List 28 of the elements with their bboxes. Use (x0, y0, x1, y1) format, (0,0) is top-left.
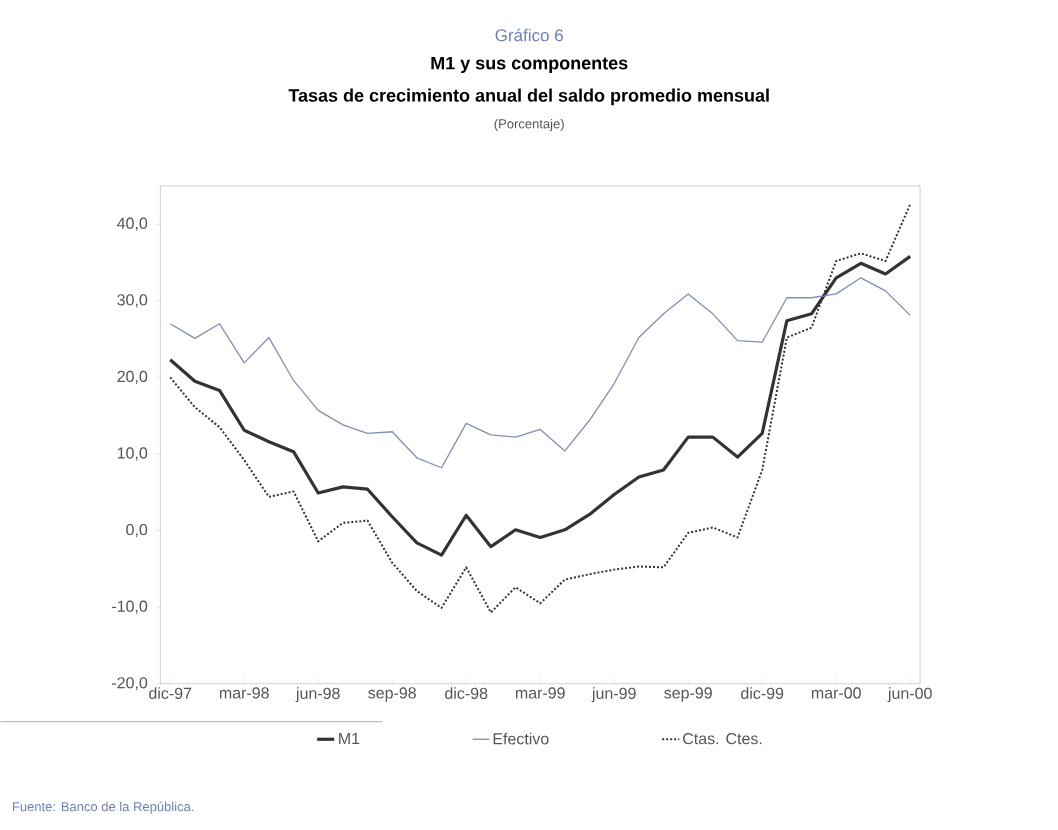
legend-label: M1 (339, 733, 360, 745)
legend-label: Efectivo (493, 732, 549, 745)
y-tick-label: 20,0 (117, 370, 148, 385)
x-tick-label: sep-98 (368, 687, 416, 702)
x-tick-label: sep-99 (664, 687, 712, 702)
line-series (169, 277, 911, 469)
y-tick-label: 10,0 (117, 447, 148, 461)
x-tick-label: jun-98 (295, 687, 340, 703)
x-tick-label: mar-98 (219, 687, 269, 699)
legend-label: Ctas. Ctes. (683, 733, 762, 745)
y-tick-label: -10,0 (112, 600, 148, 614)
line-series (169, 203, 912, 614)
x-tick-label: jun-99 (591, 687, 636, 703)
x-tick-label: mar-00 (811, 687, 861, 699)
chart-title: M1 y sus componentes (431, 57, 628, 74)
source-note: Fuente: Banco de la República. (13, 801, 194, 814)
text: (Porcentaje) (494, 119, 564, 132)
text: Gráfico 6 (495, 28, 563, 42)
y-tick-label: 0,0 (126, 524, 148, 538)
y-tick-label: 30,0 (117, 294, 148, 308)
x-tick-label: jun-00 (887, 687, 932, 703)
x-tick-label: dic-98 (445, 687, 488, 700)
y-tick-label: 40,0 (117, 217, 148, 231)
x-tick-label: dic-97 (149, 687, 192, 700)
x-tick-label: mar-99 (515, 687, 565, 699)
x-tick-label: dic-99 (741, 687, 784, 700)
chart-subtitle: Tasas de crecimiento anual del saldo promedio mensual (288, 88, 769, 106)
y-tick-label: -20,0 (112, 677, 148, 691)
